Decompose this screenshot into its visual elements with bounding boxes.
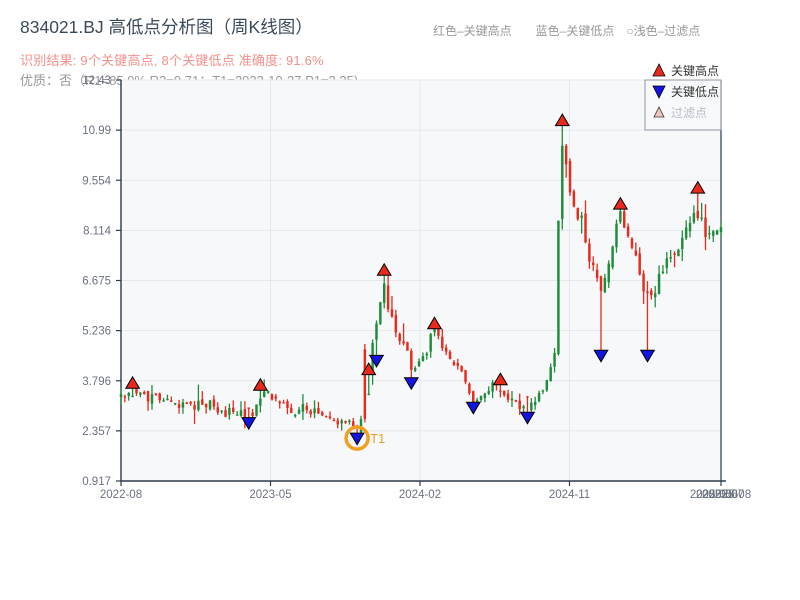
svg-text:T1: T1 [370, 431, 385, 446]
svg-text:2022-08: 2022-08 [100, 489, 142, 501]
svg-text:2025-08: 2025-08 [709, 489, 751, 501]
svg-text:8.114: 8.114 [83, 225, 112, 237]
svg-text:6.675: 6.675 [82, 276, 111, 288]
svg-text:0.917: 0.917 [82, 476, 111, 488]
svg-text:3.796: 3.796 [82, 376, 111, 388]
svg-text:关键低点: 关键低点 [671, 85, 719, 99]
svg-text:2023-05: 2023-05 [249, 489, 291, 501]
svg-text:关键高点: 关键高点 [671, 63, 719, 78]
svg-text:过滤点: 过滤点 [671, 106, 707, 120]
svg-text:9.554: 9.554 [82, 175, 111, 187]
svg-text:10.99: 10.99 [82, 125, 111, 137]
svg-text:12.43: 12.43 [82, 75, 111, 87]
svg-text:5.236: 5.236 [82, 326, 111, 338]
svg-text:2.357: 2.357 [82, 426, 111, 438]
svg-text:2024-11: 2024-11 [549, 489, 590, 501]
svg-text:2024-02: 2024-02 [399, 489, 441, 501]
